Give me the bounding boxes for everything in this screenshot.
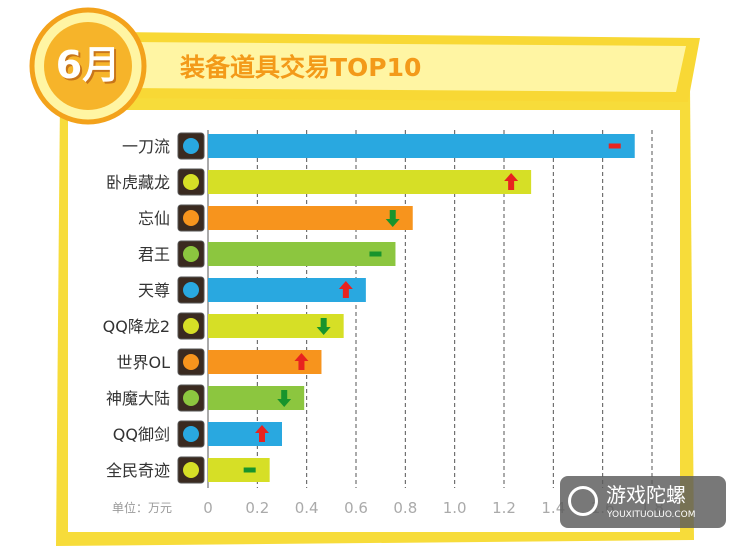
category-label: 卧虎藏龙: [106, 173, 170, 192]
icon-emblem: [183, 426, 199, 442]
title-banner-inner: [120, 42, 686, 92]
rank-up-arrow-icon: [294, 353, 309, 370]
watermark-brand: 游戏陀螺: [606, 483, 686, 507]
rank-unchanged-icon: [608, 143, 621, 149]
bar-1: [208, 134, 635, 158]
category-label: 全民奇迹: [106, 461, 170, 480]
unit-label: 单位：万元: [112, 501, 173, 515]
bar-8: [208, 386, 305, 410]
bar-5: [208, 278, 366, 302]
tianzun-game-icon: [177, 276, 205, 304]
quanmin-qiji-game-icon: [177, 456, 205, 484]
icon-emblem: [183, 282, 199, 298]
shenmo-dalu-game-icon: [177, 384, 205, 412]
icon-emblem: [183, 210, 199, 226]
junwang-game-icon: [177, 240, 205, 268]
category-label: 世界OL: [116, 353, 170, 372]
icon-emblem: [183, 462, 199, 478]
category-label: 忘仙: [138, 209, 170, 228]
category-label: 天尊: [138, 281, 170, 300]
yidaoliu-game-icon: [177, 132, 205, 160]
rank-down-arrow-icon: [277, 390, 292, 407]
icon-emblem: [183, 174, 199, 190]
bar-2: [208, 170, 532, 194]
x-tick-label: 0.2: [245, 499, 269, 517]
category-label: 君王: [138, 245, 170, 264]
bar-10: [208, 458, 270, 482]
rank-unchanged-icon: [369, 251, 382, 257]
rank-up-arrow-icon: [255, 425, 269, 442]
qq-xianglong2-game-icon: [177, 312, 205, 340]
qq-yujian-game-icon: [177, 420, 205, 448]
category-label: QQ降龙2: [103, 317, 170, 336]
icon-emblem: [183, 246, 199, 262]
bar-4: [208, 242, 396, 266]
watermark: 游戏陀螺 YOUXITUOLUO.COM: [560, 476, 726, 528]
icon-emblem: [183, 354, 199, 370]
rank-up-arrow-icon: [504, 173, 519, 190]
x-tick-label: 0.8: [393, 499, 417, 517]
wangxian-game-icon: [177, 204, 205, 232]
bar-3: [208, 206, 413, 230]
bar-9: [208, 422, 282, 446]
icon-emblem: [183, 318, 199, 334]
category-label: 一刀流: [122, 137, 170, 156]
x-tick-label: 0: [203, 499, 213, 517]
x-tick-label: 0.6: [344, 499, 368, 517]
rank-unchanged-icon: [243, 467, 256, 473]
rank-down-arrow-icon: [316, 318, 331, 335]
shijie-ol-game-icon: [177, 348, 205, 376]
month-badge-inner: [44, 22, 132, 110]
watermark-url: YOUXITUOLUO.COM: [607, 510, 696, 520]
chart-title: 装备道具交易TOP10: [180, 53, 422, 82]
category-label: QQ御剑: [113, 425, 170, 444]
x-tick-label: 1.0: [443, 499, 467, 517]
x-tick-label: 0.4: [295, 499, 319, 517]
month-badge: 6月: [55, 43, 121, 87]
wohucanglong-game-icon: [177, 168, 205, 196]
x-tick-label: 1.4: [541, 499, 565, 517]
icon-emblem: [183, 138, 199, 154]
rank-down-arrow-icon: [385, 210, 400, 227]
icon-emblem: [183, 390, 199, 406]
watermark-logo-icon: [568, 486, 598, 516]
x-tick-label: 1.2: [492, 499, 516, 517]
rank-up-arrow-icon: [338, 281, 353, 298]
category-label: 神魔大陆: [106, 389, 170, 408]
